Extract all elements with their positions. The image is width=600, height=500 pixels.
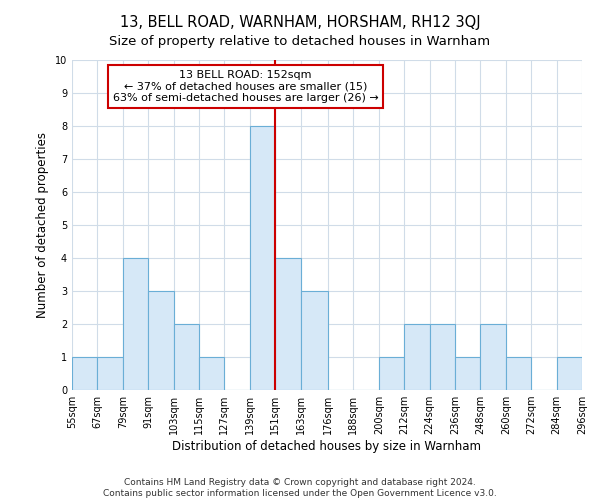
Bar bbox=[430, 324, 455, 390]
Bar bbox=[404, 324, 430, 390]
Bar bbox=[97, 357, 123, 390]
Text: 13, BELL ROAD, WARNHAM, HORSHAM, RH12 3QJ: 13, BELL ROAD, WARNHAM, HORSHAM, RH12 3Q… bbox=[119, 15, 481, 30]
Bar bbox=[123, 258, 148, 390]
Bar bbox=[506, 357, 531, 390]
Bar bbox=[148, 291, 173, 390]
Bar bbox=[379, 357, 404, 390]
Bar bbox=[481, 324, 506, 390]
Y-axis label: Number of detached properties: Number of detached properties bbox=[37, 132, 49, 318]
Bar bbox=[275, 258, 301, 390]
Bar bbox=[557, 357, 582, 390]
Bar bbox=[173, 324, 199, 390]
Bar bbox=[72, 357, 97, 390]
Bar bbox=[455, 357, 481, 390]
Bar bbox=[301, 291, 328, 390]
X-axis label: Distribution of detached houses by size in Warnham: Distribution of detached houses by size … bbox=[173, 440, 482, 453]
Text: Contains HM Land Registry data © Crown copyright and database right 2024.
Contai: Contains HM Land Registry data © Crown c… bbox=[103, 478, 497, 498]
Text: 13 BELL ROAD: 152sqm
← 37% of detached houses are smaller (15)
63% of semi-detac: 13 BELL ROAD: 152sqm ← 37% of detached h… bbox=[113, 70, 378, 103]
Bar bbox=[250, 126, 275, 390]
Text: Size of property relative to detached houses in Warnham: Size of property relative to detached ho… bbox=[109, 35, 491, 48]
Bar bbox=[199, 357, 224, 390]
